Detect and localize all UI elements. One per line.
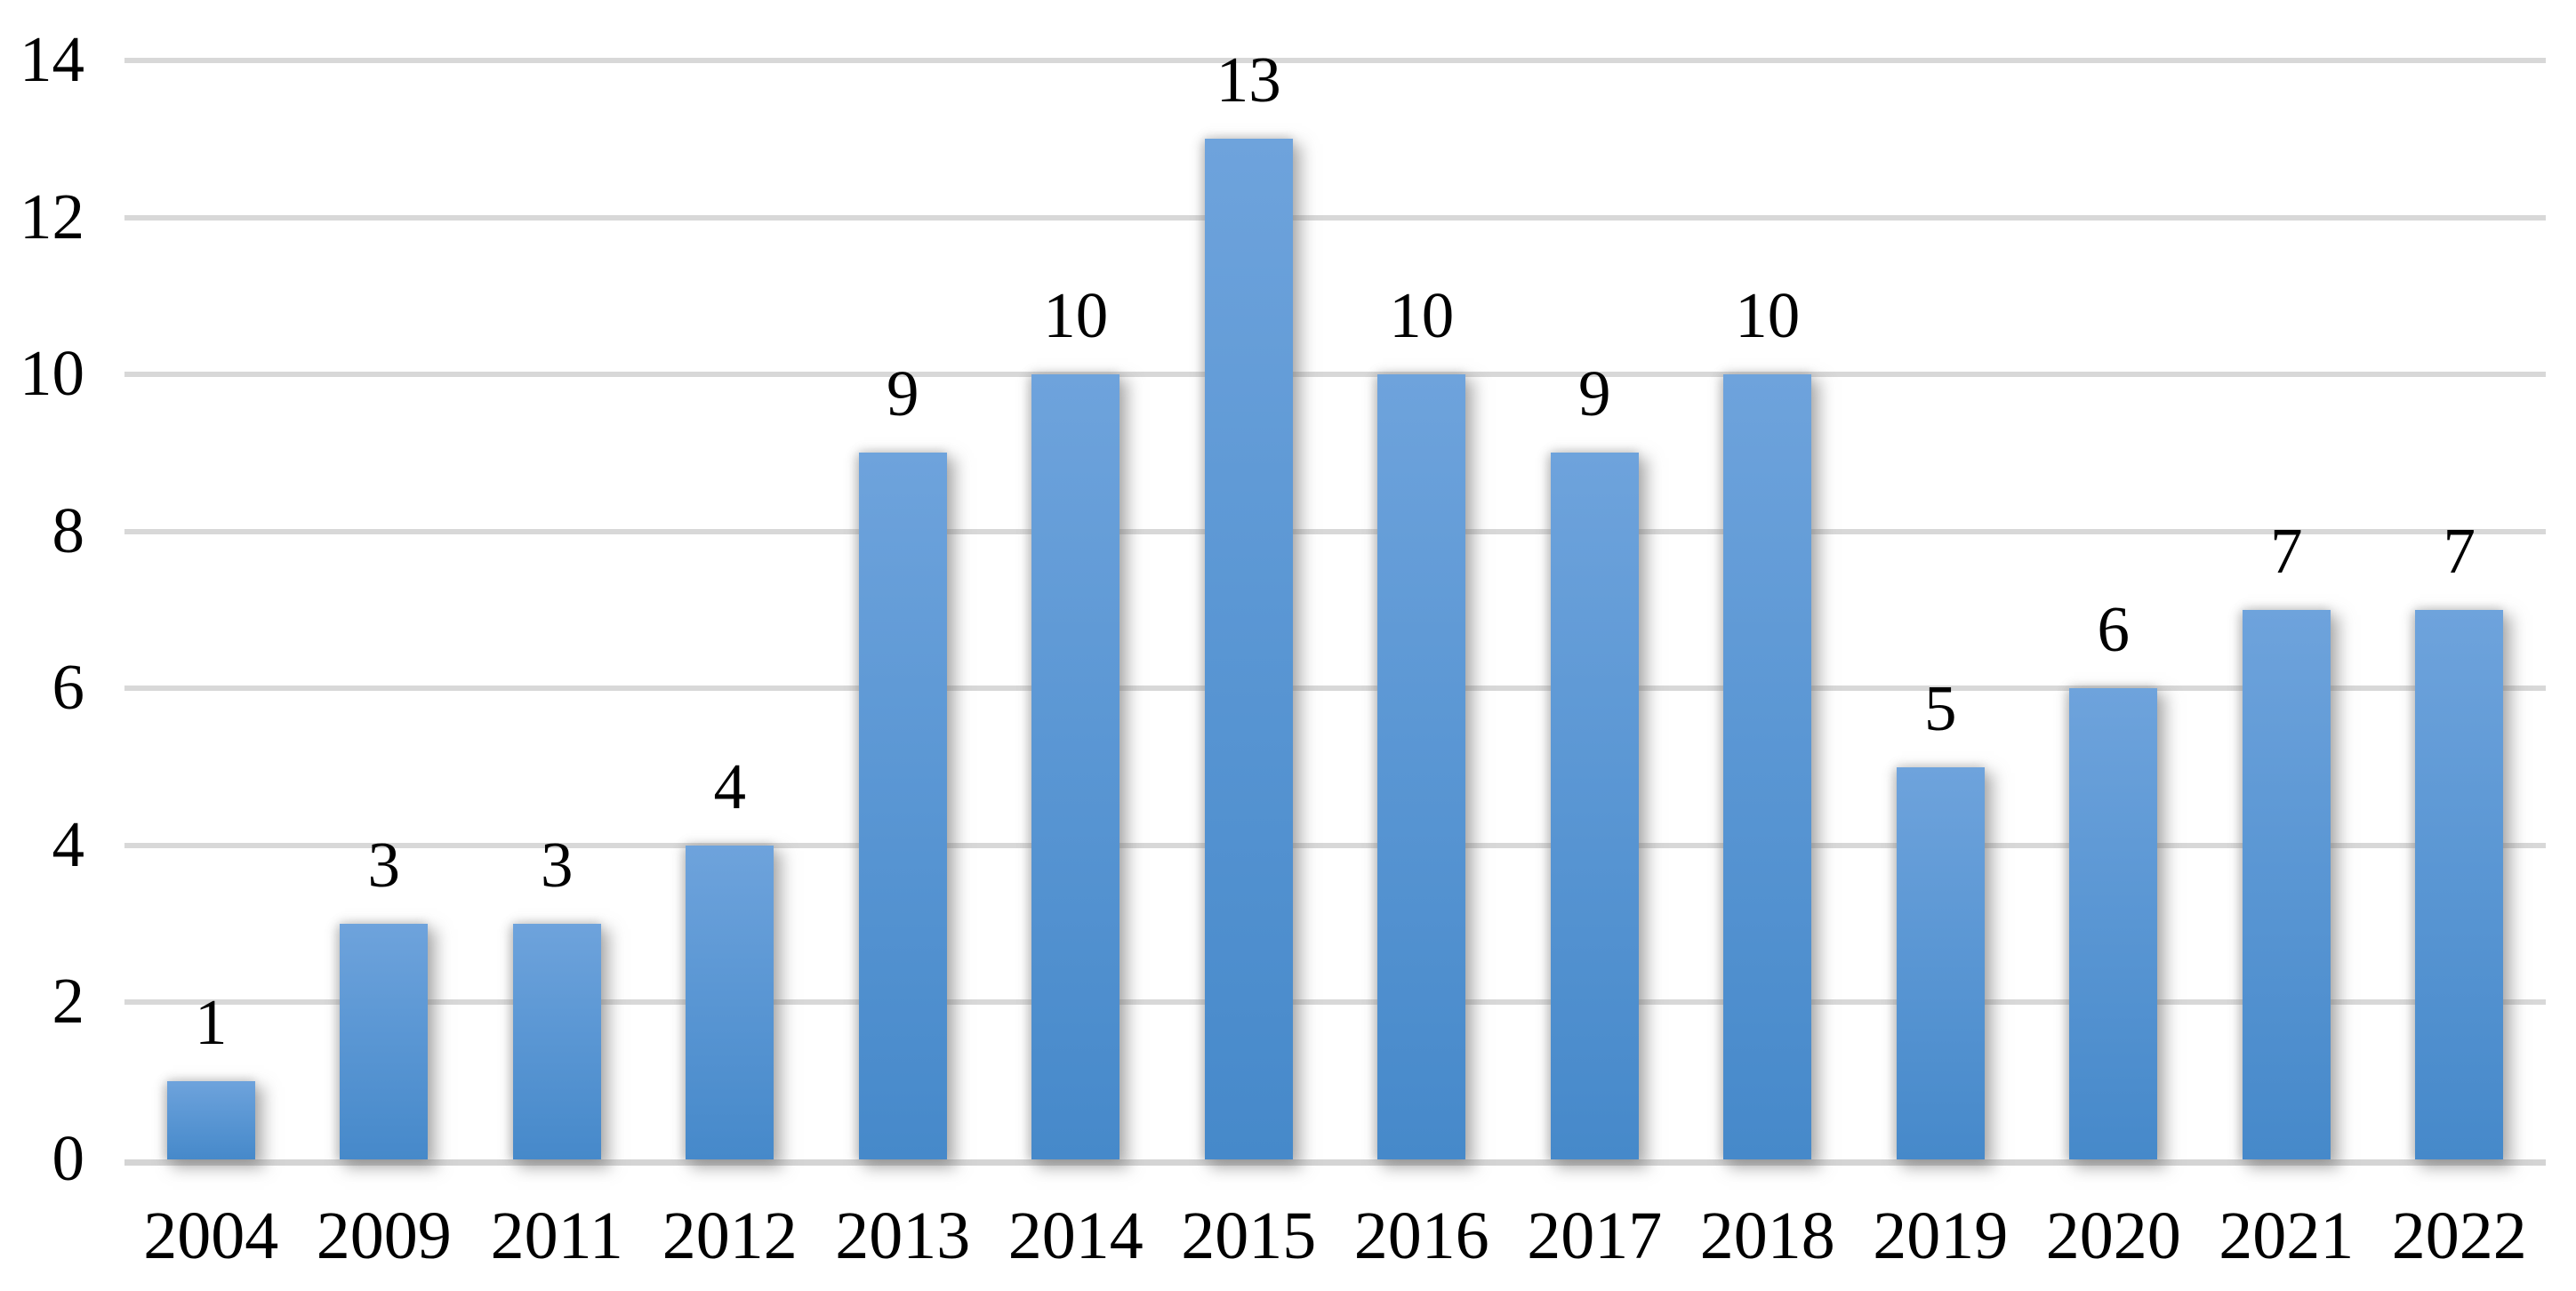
x-axis-tick-label-2020: 2020 — [2045, 1199, 2181, 1273]
bar-2011 — [512, 924, 601, 1159]
bar-2018 — [1723, 374, 1812, 1159]
bar-value-label-2015: 13 — [1216, 44, 1281, 116]
bar-2009 — [340, 924, 429, 1159]
x-axis-tick-label-2021: 2021 — [2219, 1199, 2355, 1273]
y-axis-tick-label-14: 14 — [20, 23, 84, 96]
bar-slot-2016: 10 — [1336, 60, 1509, 1159]
x-axis-tick-label-2018: 2018 — [1699, 1199, 1835, 1273]
bar-slot-2012: 4 — [644, 60, 817, 1159]
bar-value-label-2009: 3 — [367, 829, 401, 902]
x-axis-tick-label-2009: 2009 — [316, 1199, 452, 1273]
bar-value-label-2011: 3 — [541, 829, 574, 902]
bars-row: 1 3 3 4 9 10 13 10 9 10 5 6 7 7 — [124, 47, 2547, 1159]
bar-value-label-2018: 10 — [1735, 279, 1801, 352]
bar-value-label-2016: 10 — [1389, 279, 1455, 352]
bar-slot-2011: 3 — [470, 60, 644, 1159]
bar-value-label-2017: 9 — [1578, 357, 1611, 430]
bar-slot-2017: 9 — [1508, 60, 1681, 1159]
x-axis-tick-label-2013: 2013 — [835, 1199, 971, 1273]
y-axis-tick-label-10: 10 — [20, 337, 84, 410]
bar-value-label-2004: 1 — [195, 985, 228, 1058]
bar-2021 — [2242, 610, 2331, 1159]
bar-2013 — [858, 453, 947, 1159]
bar-slot-2015: 13 — [1162, 47, 1336, 1159]
bar-2014 — [1031, 374, 1120, 1159]
bar-slot-2022: 7 — [2373, 60, 2547, 1159]
bar-2015 — [1204, 139, 1293, 1159]
bar-slot-2013: 9 — [816, 60, 990, 1159]
y-axis-tick-label-8: 8 — [52, 493, 85, 566]
bar-2022 — [2415, 610, 2504, 1159]
gridline-10 — [124, 372, 2546, 378]
gridline-8 — [124, 528, 2546, 534]
y-axis-tick-label-4: 4 — [52, 807, 85, 880]
bar-slot-2009: 3 — [298, 60, 471, 1159]
bar-2020 — [2069, 688, 2158, 1159]
x-axis-tick-label-2019: 2019 — [1873, 1199, 2009, 1273]
bar-2017 — [1550, 453, 1639, 1159]
bar-slot-2020: 6 — [2027, 60, 2201, 1159]
gridline-4 — [124, 842, 2546, 848]
y-axis: 0 2 4 6 8 10 12 14 — [0, 27, 85, 1191]
x-axis-tick-label-2016: 2016 — [1353, 1199, 1489, 1273]
x-axis-tick-label-2017: 2017 — [1527, 1199, 1663, 1273]
bar-2016 — [1377, 374, 1466, 1159]
bar-slot-2018: 10 — [1681, 60, 1855, 1159]
x-axis-tick-label-2011: 2011 — [490, 1199, 623, 1273]
x-axis-tick-label-2012: 2012 — [662, 1199, 798, 1273]
x-axis-tick-label-2022: 2022 — [2391, 1199, 2527, 1273]
y-axis-tick-label-0: 0 — [52, 1122, 85, 1195]
bar-2012 — [686, 845, 774, 1159]
bar-slot-2004: 1 — [124, 60, 298, 1159]
bar-value-label-2014: 10 — [1043, 279, 1109, 352]
x-axis-tick-label-2004: 2004 — [143, 1199, 279, 1273]
gridline-14 — [124, 58, 2546, 63]
bar-value-label-2012: 4 — [713, 750, 747, 822]
y-axis-tick-label-6: 6 — [52, 651, 85, 724]
gridline-2 — [124, 999, 2546, 1006]
bar-slot-2019: 5 — [1854, 60, 2027, 1159]
x-axis-tick-label-2014: 2014 — [1007, 1199, 1144, 1273]
bar-slot-2021: 7 — [2200, 60, 2373, 1159]
gridline-12 — [124, 214, 2546, 221]
bar-slot-2014: 10 — [990, 60, 1163, 1159]
bar-2004 — [166, 1080, 255, 1159]
plot-area: 1 3 3 4 9 10 13 10 9 10 5 6 7 7 — [124, 47, 2547, 1166]
bar-value-label-2022: 7 — [2443, 515, 2476, 587]
y-axis-tick-label-12: 12 — [20, 180, 84, 253]
x-axis: 2004 2009 2011 2012 2013 2014 2015 2016 2017 2018… — [124, 1202, 2546, 1270]
bar-value-label-2020: 6 — [2097, 593, 2131, 666]
bar-value-label-2021: 7 — [2270, 515, 2303, 587]
x-axis-line — [124, 1159, 2546, 1166]
bar-value-label-2019: 5 — [1924, 671, 1957, 744]
x-axis-tick-label-2015: 2015 — [1181, 1199, 1317, 1273]
gridline-6 — [124, 686, 2546, 692]
bar-value-label-2013: 9 — [887, 357, 919, 430]
y-axis-tick-label-2: 2 — [52, 965, 85, 1038]
bar-2019 — [1896, 766, 1985, 1159]
